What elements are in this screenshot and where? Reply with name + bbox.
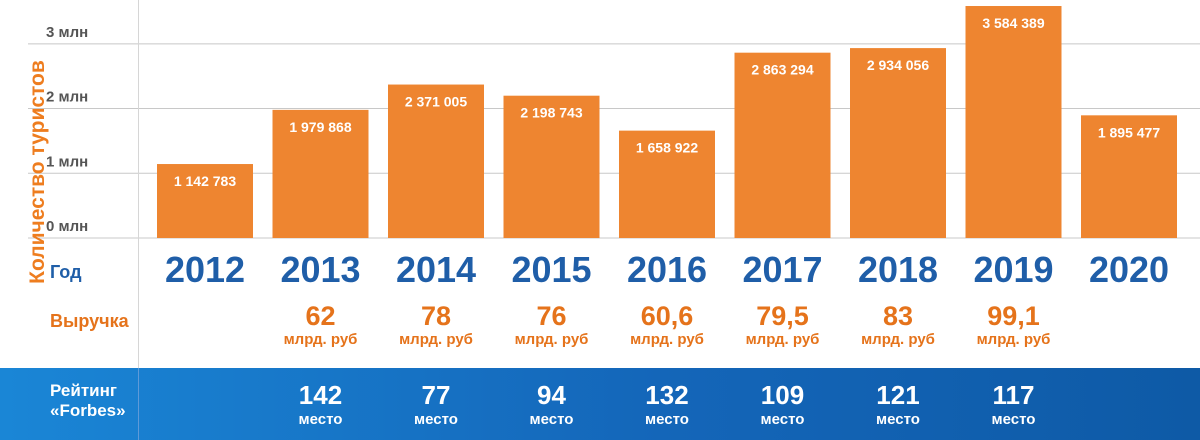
rating-cell: 117 место (956, 380, 1072, 430)
bar-value-label: 2 198 743 (520, 105, 582, 121)
bar (965, 6, 1062, 239)
rating-cell: 121 место (840, 380, 956, 430)
rating-value: 117 (992, 380, 1035, 410)
bar (388, 84, 484, 238)
bar (503, 95, 600, 238)
year-label: 2015 (511, 249, 592, 290)
bar (734, 52, 831, 239)
revenue-cell: 76 млрд. руб (494, 301, 610, 349)
revenue-value: 99,1 (987, 301, 1040, 331)
rating-cell: 142 место (263, 380, 379, 430)
forbes-rating-band (0, 368, 1200, 440)
rating-value: 109 (760, 380, 805, 410)
bar (272, 109, 369, 238)
revenue-unit: млрд. руб (399, 331, 473, 348)
revenue-unit: млрд. руб (283, 331, 358, 348)
bar-value-label: 1 142 783 (174, 173, 236, 189)
rating-cell: 77 место (378, 380, 494, 430)
rating-cell: 132 место (609, 380, 725, 430)
rating-label-line2: «Forbes» (50, 401, 126, 420)
rating-unit: место (529, 411, 574, 428)
year-row-label: Год (50, 262, 82, 282)
revenue-unit: млрд. руб (514, 331, 589, 348)
revenue-cell: 78 млрд. руб (378, 301, 494, 349)
rating-cell: 109 место (725, 380, 841, 430)
divider-line (138, 0, 139, 368)
rating-value: 94 (537, 380, 566, 410)
bar (850, 48, 946, 238)
bar-value-label: 2 934 056 (867, 57, 929, 73)
y-tick-label: 1 млн (46, 153, 88, 170)
revenue-value: 79,5 (756, 301, 809, 331)
revenue-cell: 99,1 млрд. руб (956, 301, 1072, 349)
revenue-cell: 60,6 млрд. руб (609, 301, 725, 349)
revenue-unit: млрд. руб (861, 331, 935, 348)
year-label: 2012 (164, 249, 246, 290)
revenue-unit: млрд. руб (630, 331, 704, 348)
year-label: 2017 (742, 249, 823, 290)
year-label: 2020 (1088, 249, 1170, 290)
revenue-cell: 79,5 млрд. руб (725, 301, 841, 349)
rating-cell: 94 место (494, 380, 610, 430)
rating-value: 142 (298, 380, 343, 410)
y-tick-label: 2 млн (46, 89, 88, 106)
rating-label-line1: Рейтинг (50, 381, 117, 400)
rating-unit: место (298, 411, 343, 428)
revenue-row-label: Выручка (50, 311, 129, 331)
rating-value: 132 (645, 380, 689, 410)
rating-unit: место (645, 411, 689, 428)
y-tick-label: 0 млн (46, 218, 88, 235)
revenue-cell: 83 млрд. руб (840, 301, 956, 349)
year-label: 2016 (626, 249, 708, 290)
rating-unit: место (760, 411, 805, 428)
bar-value-label: 2 371 005 (405, 94, 467, 110)
bar-value-label: 2 863 294 (751, 62, 813, 78)
bar-value-label: 1 979 868 (289, 119, 351, 135)
year-label: 2019 (973, 249, 1054, 290)
year-label: 2014 (395, 249, 477, 290)
bar (619, 130, 715, 238)
bar-value-label: 1 895 477 (1098, 124, 1160, 140)
bar-value-label: 1 658 922 (636, 140, 698, 156)
band-divider-line (138, 368, 139, 440)
y-tick-label: 3 млн (46, 24, 88, 41)
bar-chart: 0 млн 1 млн 2 млн 3 млн 1 142 783 1 979 868 2 … (28, 6, 1200, 239)
year-label: 2018 (857, 249, 939, 290)
revenue-value: 60,6 (640, 301, 694, 331)
rating-unit: место (876, 411, 920, 428)
bar (1081, 115, 1177, 238)
revenue-value: 78 (420, 301, 452, 331)
rating-unit: место (414, 411, 458, 428)
year-label: 2013 (280, 249, 361, 290)
revenue-unit: млрд. руб (745, 331, 820, 348)
rating-unit: место (991, 411, 1036, 428)
bar-value-label: 3 584 389 (982, 15, 1044, 31)
revenue-value: 76 (536, 301, 567, 331)
revenue-value: 62 (305, 301, 336, 331)
rating-row-label: Рейтинг «Forbes» (50, 381, 126, 421)
bar (157, 164, 253, 238)
revenue-cell: 62 млрд. руб (263, 301, 379, 349)
revenue-value: 83 (882, 301, 914, 331)
rating-value: 121 (876, 380, 920, 410)
y-axis-label: Количество туристов (26, 60, 49, 284)
rating-value: 77 (421, 380, 451, 410)
revenue-unit: млрд. руб (976, 331, 1051, 348)
